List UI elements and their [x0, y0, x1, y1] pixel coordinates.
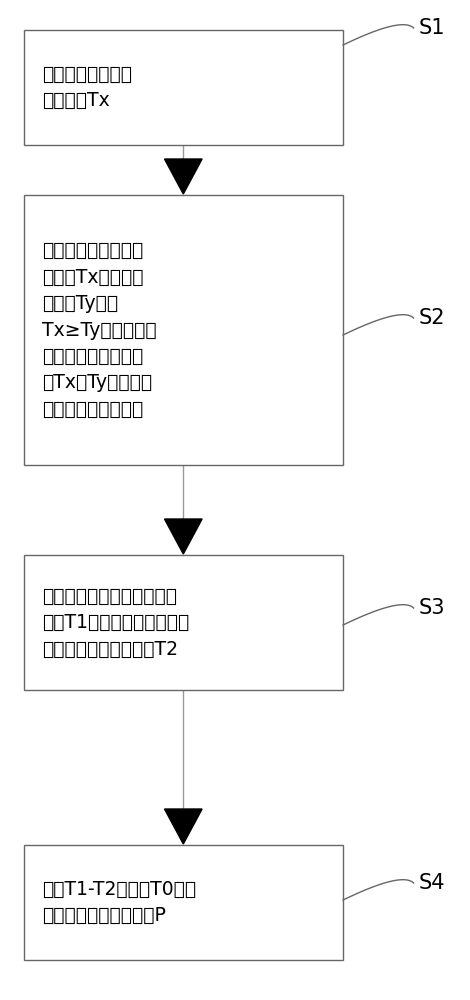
Bar	[24, 845, 343, 960]
Text: S2: S2	[418, 308, 445, 328]
Text: S1: S1	[418, 18, 445, 38]
Text: 检测室内环境温度且得到检
测值T1，检测所述第二换热
器的温度且得到检测值T2: 检测室内环境温度且得到检 测值T1，检测所述第二换热 器的温度且得到检测值T2	[42, 586, 189, 658]
Text: 检测所述蓄冷单元
内的温度Tx: 检测所述蓄冷单元 内的温度Tx	[42, 65, 132, 110]
Text: S3: S3	[418, 598, 445, 618]
Bar	[24, 555, 343, 690]
Polygon shape	[164, 159, 202, 194]
Text: S4: S4	[418, 873, 445, 893]
Bar	[24, 195, 343, 465]
Text: 根据T1-T2的差值T0确定
所述循环泵的运行频率P: 根据T1-T2的差值T0确定 所述循环泵的运行频率P	[42, 880, 196, 925]
Text: 判断所述蓄冷单元内
的温度Tx是否高于
预定值Ty：当
Tx≥Ty时，启动所
述制冷剂循环系统；
当Tx＜Ty时，关闭
所述制冷循环系统；: 判断所述蓄冷单元内 的温度Tx是否高于 预定值Ty：当 Tx≥Ty时，启动所 述…	[42, 241, 157, 419]
Polygon shape	[164, 809, 202, 844]
Polygon shape	[164, 519, 202, 554]
Bar	[24, 30, 343, 145]
